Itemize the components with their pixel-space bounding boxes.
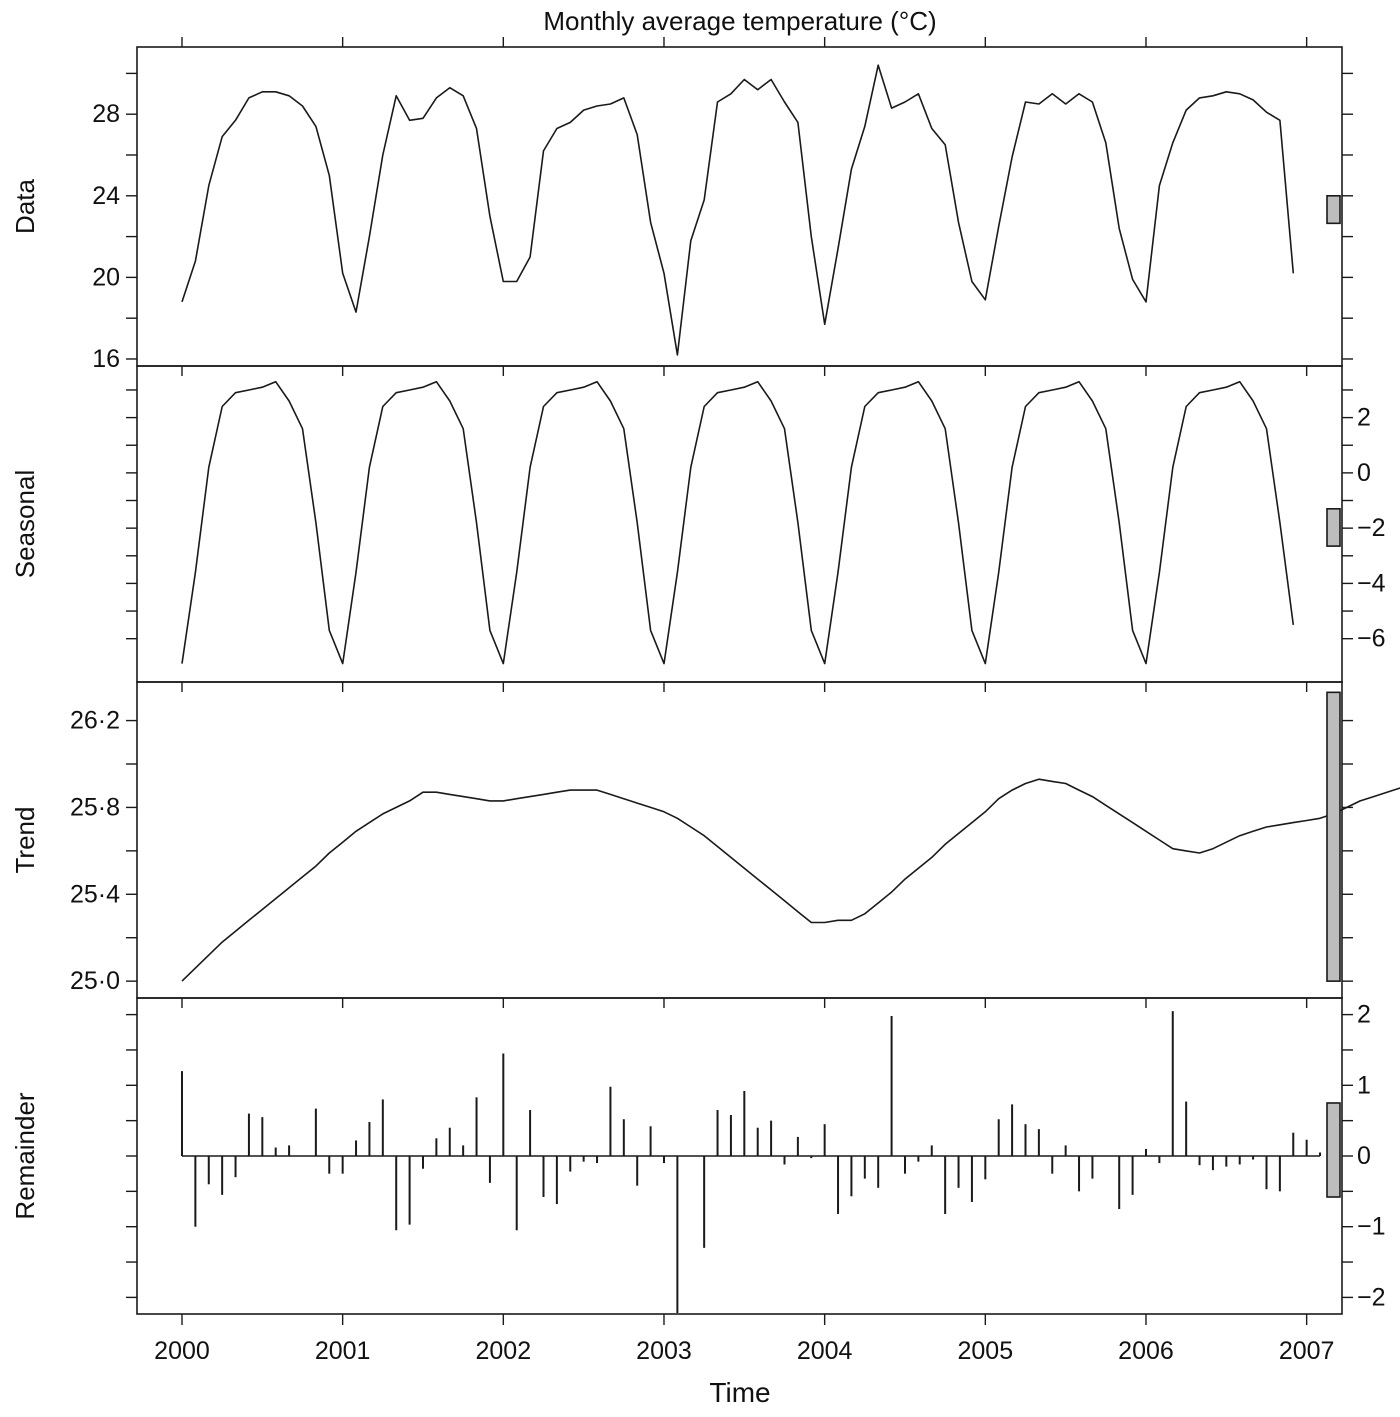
x-tick-label: 2004 <box>797 1337 853 1365</box>
x-tick-label: 2005 <box>958 1337 1014 1365</box>
y-tick-label: 25·8 <box>70 793 120 821</box>
panel-label: Remainder <box>10 1092 40 1220</box>
y-tick-label: 0 <box>1357 1142 1371 1170</box>
series-line-data <box>181 64 1295 356</box>
panel-label: Seasonal <box>10 470 40 578</box>
y-tick-label: 16 <box>92 345 120 373</box>
scale-bar <box>1326 507 1341 547</box>
y-tick-label: −6 <box>1357 625 1386 653</box>
y-tick-label: −2 <box>1357 514 1386 542</box>
panel-trend: Trend 25·0 25·4 25·8 26·2 <box>10 681 1400 999</box>
series-line-trend <box>181 778 1400 982</box>
series-line-seasonal <box>181 380 1295 665</box>
x-tick-label: 2000 <box>154 1337 210 1365</box>
y-tick-label: 0 <box>1357 459 1371 487</box>
x-axis: 2000 2001 2002 2003 2004 2005 2006 2007 <box>154 37 1334 1365</box>
x-tick-label: 2002 <box>476 1337 532 1365</box>
panel-label: Data <box>10 179 40 234</box>
scale-bar <box>1326 1102 1341 1198</box>
panel-label: Trend <box>10 807 40 874</box>
y-tick-label: −4 <box>1357 569 1386 597</box>
panel-data: Data 16 20 24 28 <box>10 46 1353 373</box>
x-tick-label: 2006 <box>1118 1337 1174 1365</box>
x-tick-label: 2001 <box>315 1337 371 1365</box>
panel-remainder: Remainder −2 −1 0 1 2 <box>10 997 1386 1315</box>
chart-title: Monthly average temperature (°C) <box>543 6 936 36</box>
y-tick-label: 1 <box>1357 1071 1371 1099</box>
scale-bar <box>1326 194 1341 225</box>
y-tick-label: 25·4 <box>70 880 120 908</box>
x-tick-label: 2007 <box>1279 1337 1335 1365</box>
y-tick-label: 2 <box>1357 404 1371 432</box>
y-tick-label: −2 <box>1357 1283 1386 1311</box>
y-tick-label: 2 <box>1357 1001 1371 1029</box>
y-tick-label: 28 <box>92 100 120 128</box>
x-axis-label: Time <box>709 1377 770 1408</box>
y-tick-label: −1 <box>1357 1213 1386 1241</box>
panels: Data16202428Seasonal−6−4−202Trend25·025·… <box>10 46 1400 1315</box>
y-tick-label: 25·0 <box>70 967 120 995</box>
panel-frame <box>136 365 1343 683</box>
panel-frame <box>136 46 1343 367</box>
y-tick-label: 20 <box>92 263 120 291</box>
panel-frame <box>136 681 1343 999</box>
y-tick-label: 26·2 <box>70 707 120 735</box>
x-tick-label: 2003 <box>636 1337 692 1365</box>
scale-bar <box>1326 691 1341 982</box>
panel-seasonal: Seasonal −6 −4 −2 0 2 <box>10 365 1386 683</box>
y-tick-label: 24 <box>92 182 120 210</box>
